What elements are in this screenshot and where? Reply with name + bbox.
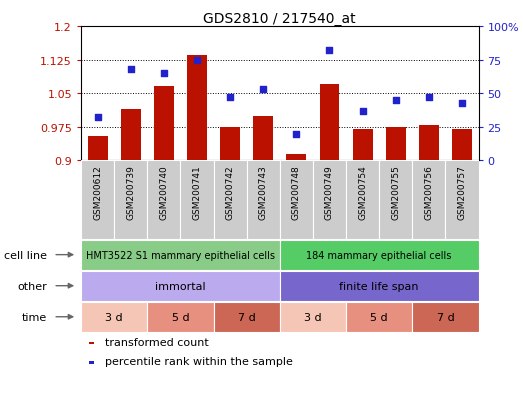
Point	[259, 87, 267, 93]
Point	[127, 66, 135, 73]
Text: 3 d: 3 d	[105, 312, 123, 322]
Point	[94, 115, 102, 121]
Bar	[88, 136, 108, 413]
Text: finite life span: finite life span	[339, 281, 419, 291]
Point	[193, 57, 201, 64]
FancyBboxPatch shape	[313, 161, 346, 240]
Text: immortal: immortal	[155, 281, 206, 291]
Bar	[121, 109, 141, 413]
Bar	[386, 128, 406, 413]
FancyBboxPatch shape	[446, 161, 479, 240]
Bar	[187, 56, 207, 413]
Text: time: time	[22, 312, 47, 322]
Text: GSM200756: GSM200756	[424, 165, 434, 220]
FancyBboxPatch shape	[346, 161, 379, 240]
Text: GSM200748: GSM200748	[292, 165, 301, 220]
Text: transformed count: transformed count	[105, 337, 209, 347]
Text: GSM200741: GSM200741	[192, 165, 201, 220]
FancyBboxPatch shape	[147, 302, 213, 332]
FancyBboxPatch shape	[81, 161, 114, 240]
Point	[325, 47, 334, 54]
FancyBboxPatch shape	[147, 161, 180, 240]
FancyBboxPatch shape	[247, 161, 280, 240]
FancyBboxPatch shape	[81, 271, 280, 301]
Text: percentile rank within the sample: percentile rank within the sample	[105, 356, 293, 366]
Title: GDS2810 / 217540_at: GDS2810 / 217540_at	[203, 12, 356, 26]
Point	[160, 71, 168, 77]
FancyBboxPatch shape	[412, 302, 479, 332]
Text: 5 d: 5 d	[370, 312, 388, 322]
Bar	[154, 87, 174, 413]
Text: 7 d: 7 d	[238, 312, 256, 322]
FancyBboxPatch shape	[280, 161, 313, 240]
Text: 5 d: 5 d	[172, 312, 189, 322]
Text: other: other	[18, 281, 47, 291]
Bar	[89, 342, 95, 344]
Text: GSM200742: GSM200742	[225, 165, 235, 219]
Bar	[320, 85, 339, 413]
FancyBboxPatch shape	[280, 302, 346, 332]
Text: 184 mammary epithelial cells: 184 mammary epithelial cells	[306, 250, 452, 260]
FancyBboxPatch shape	[379, 161, 412, 240]
FancyBboxPatch shape	[346, 302, 412, 332]
FancyBboxPatch shape	[81, 302, 147, 332]
Point	[392, 97, 400, 104]
Point	[425, 95, 433, 101]
Text: GSM200740: GSM200740	[160, 165, 168, 220]
Bar	[253, 116, 273, 413]
Point	[358, 108, 367, 115]
Text: HMT3522 S1 mammary epithelial cells: HMT3522 S1 mammary epithelial cells	[86, 250, 275, 260]
Bar	[419, 125, 439, 413]
Text: GSM200749: GSM200749	[325, 165, 334, 220]
Text: GSM200743: GSM200743	[259, 165, 268, 220]
Bar	[452, 130, 472, 413]
Bar	[220, 128, 240, 413]
Bar	[287, 154, 306, 413]
Text: GSM200612: GSM200612	[93, 165, 102, 220]
FancyBboxPatch shape	[412, 161, 446, 240]
FancyBboxPatch shape	[213, 302, 280, 332]
FancyBboxPatch shape	[280, 240, 479, 270]
Bar	[353, 130, 372, 413]
Text: cell line: cell line	[4, 250, 47, 260]
Text: GSM200739: GSM200739	[126, 165, 135, 220]
FancyBboxPatch shape	[114, 161, 147, 240]
Point	[226, 95, 234, 101]
FancyBboxPatch shape	[180, 161, 213, 240]
Text: 7 d: 7 d	[437, 312, 454, 322]
Text: 3 d: 3 d	[304, 312, 322, 322]
Point	[458, 100, 466, 107]
FancyBboxPatch shape	[280, 271, 479, 301]
Text: GSM200754: GSM200754	[358, 165, 367, 220]
Point	[292, 131, 301, 138]
FancyBboxPatch shape	[213, 161, 247, 240]
Text: GSM200755: GSM200755	[391, 165, 400, 220]
FancyBboxPatch shape	[81, 240, 280, 270]
Text: GSM200757: GSM200757	[458, 165, 467, 220]
Bar	[89, 362, 95, 364]
